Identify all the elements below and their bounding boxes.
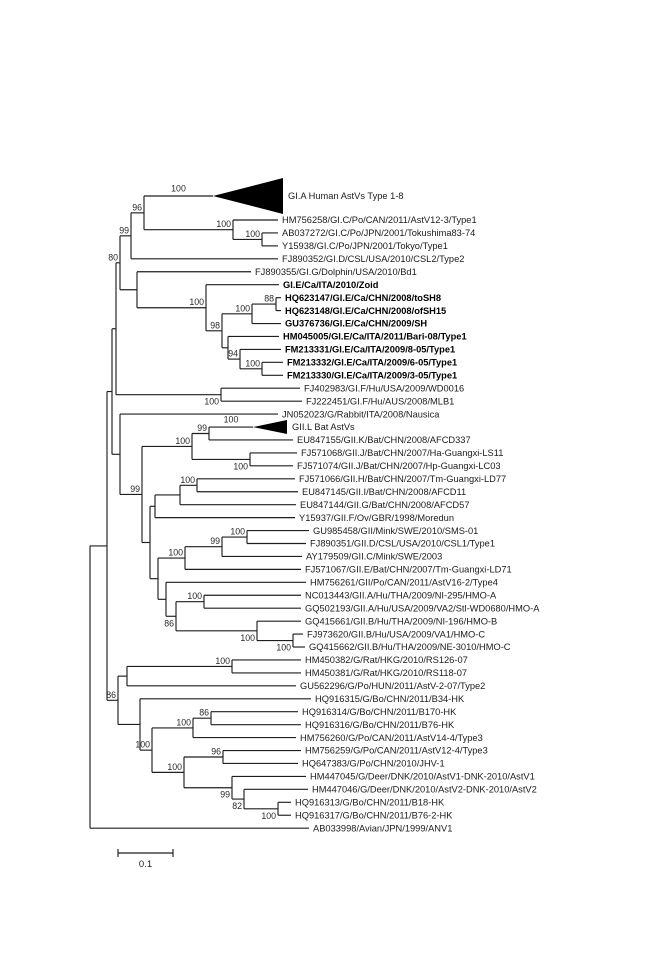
bootstrap-value: 88 (264, 294, 274, 304)
bootstrap-value: 100 (233, 461, 248, 471)
taxon-label: HQ916315/G/Bo/CHN/2011/B34-HK (315, 694, 465, 704)
taxon-label: HQ916314/G/Bo/CHN/2011/B170-HK (302, 707, 457, 717)
taxon-label: GU985458/GII/Mink/SWE/2010/SMS-01 (313, 526, 478, 536)
bootstrap-value: 80 (108, 252, 118, 262)
taxon-label: JN052023/G/Rabbit/ITA/2008/Nausica (282, 409, 440, 419)
taxon-label: FJ890355/GI.G/Dolphin/USA/2010/Bd1 (255, 267, 417, 277)
bootstrap-value: 100 (215, 656, 230, 666)
taxon-label: GI.A Human AstVs Type 1-8 (288, 191, 404, 201)
taxon-label: GU376736/GI.E/Ca/CHN/2009/SH (285, 319, 427, 329)
bootstrap-value: 99 (220, 790, 230, 800)
taxon-label: AY179509/GII.C/Mink/SWE/2003 (306, 552, 442, 562)
bootstrap-value: 98 (210, 320, 220, 330)
taxon-label: AB037272/GI.C/Po/JPN/2001/Tokushima83-74 (282, 228, 475, 238)
bootstrap-value: 100 (204, 397, 219, 407)
taxon-label: HQ647383/G/Po/CHN/2010/JHV-1 (302, 759, 445, 769)
taxon-label: HM756259/G/Po/CAN/2011/AstV12-4/Type3 (305, 746, 488, 756)
bootstrap-value: 100 (176, 717, 191, 727)
bootstrap-value: 100 (261, 811, 276, 821)
bootstrap-value: 100 (240, 633, 255, 643)
taxon-label: AB033998/Avian/JPN/1999/ANV1 (313, 823, 452, 833)
taxon-label: HM450381/G/Rat/HKG/2010/RS118-07 (305, 668, 467, 678)
taxon-label: FJ890352/GI.D/CSL/USA/2010/CSL2/Type2 (282, 254, 464, 264)
taxon-label: FJ571074/GII.J/Bat/CHN/2007/Hp-Guangxi-L… (297, 461, 501, 471)
bootstrap-value: 86 (106, 690, 116, 700)
bootstrap-value: 100 (180, 475, 195, 485)
taxon-label: GQ502193/GII.A/Hu/USA/2009/VA2/Stl-WD068… (305, 603, 540, 613)
bootstrap-value: 99 (210, 536, 220, 546)
taxon-label: FJ571067/GII.E/Bat/CHN/2007/Tm-Guangxi-L… (305, 565, 512, 575)
bootstrap-value: 94 (228, 349, 238, 359)
bootstrap-value: 96 (132, 202, 142, 212)
taxon-label: FM213332/GI.E/Ca/ITA/2009/6-05/Type1 (287, 358, 457, 368)
taxon-label: HM756260/G/Po/CAN/2011/AstV14-4/Type3 (300, 733, 483, 743)
taxon-label: HQ916317/G/Bo/CHN/2011/B76-2-HK (295, 810, 453, 820)
taxon-label: HQ916316/G/Bo/CHN/2011/B76-HK (305, 720, 455, 730)
collapsed-clade-triangle (253, 420, 287, 435)
taxon-label: EU847145/GII.I/Bat/CHN/2008/AFCD11 (302, 487, 466, 497)
taxon-label: NC013443/GII.A/Hu/THA/2009/NI-295/HMO-A (305, 590, 497, 600)
bootstrap-value: 100 (216, 219, 231, 229)
bootstrap-value: 100 (230, 527, 245, 537)
bootstrap-value: 99 (130, 484, 140, 494)
bootstrap-value: 100 (167, 762, 182, 772)
taxon-label: GU562296/G/Po/HUN/2011/AstV-2-07/Type2 (300, 681, 485, 691)
bootstrap-value: 100 (224, 415, 239, 425)
bootstrap-value: 100 (235, 303, 250, 313)
bootstrap-value: 100 (187, 591, 202, 601)
taxon-label: HQ623147/GI.E/Ca/CHN/2008/toSH8 (285, 293, 441, 303)
taxon-label: FM213330/GI.E/Ca/ITA/2009/3-05/Type1 (287, 370, 457, 380)
taxon-label: EU847144/GII.G/Bat/CHN/2008/AFCD57 (300, 500, 470, 510)
taxon-label: HM756258/GI.C/Po/CAN/2011/AstV12-3/Type1 (282, 215, 477, 225)
taxon-label: FJ890351/GII.D/CSL/USA/2010/CSL1/Type1 (310, 539, 495, 549)
bootstrap-value: 100 (276, 643, 291, 653)
taxon-label: FM213331/GI.E/Ca/ITA/2009/8-05/Type1 (285, 345, 455, 355)
bootstrap-value: 96 (211, 747, 221, 757)
taxon-label: HM045005/GI.E/Ca/ITA/2011/Bari-08/Type1 (283, 332, 467, 342)
taxon-label: GQ415661/GII.B/Hu/THA/2009/NI-196/HMO-B (305, 616, 497, 626)
taxon-label: HM756261/GII/Po/CAN/2011/AstV16-2/Type4 (310, 578, 498, 588)
taxon-label: FJ571068/GII.J/Bat/CHN/2007/Ha-Guangxi-L… (301, 448, 503, 458)
taxon-label: HM447046/G/Deer/DNK/2010/AstV2-DNK-2010/… (312, 785, 537, 795)
bootstrap-value: 100 (168, 548, 183, 558)
taxon-label: GI.E/Ca/ITA/2010/Zoid (283, 280, 379, 290)
taxon-label: GII.L Bat AstVs (292, 422, 355, 432)
taxon-label: HM447045/G/Deer/DNK/2010/AstV1-DNK-2010/… (310, 772, 535, 782)
taxon-label: FJ973620/GII.B/Hu/USA/2009/VA1/HMO-C (307, 629, 485, 639)
scale-bar-label: 0.1 (139, 859, 152, 870)
taxon-label: HM450382/G/Rat/HKG/2010/RS126-07 (305, 655, 468, 665)
bootstrap-value: 100 (245, 358, 260, 368)
bootstrap-value: 99 (197, 423, 207, 433)
taxon-label: Y15938/GI.C/Po/JPN/2001/Tokyo/Type1 (282, 241, 448, 251)
taxon-label: HQ623148/GI.E/Ca/CHN/2008/ofSH15 (285, 306, 446, 316)
collapsed-clade-triangle (213, 178, 283, 214)
taxon-label: Y15937/GII.F/Ov/GBR/1998/Moredun (299, 513, 454, 523)
bootstrap-value: 100 (245, 229, 260, 239)
bootstrap-value: 100 (175, 436, 190, 446)
bootstrap-value: 100 (171, 184, 186, 194)
taxon-label: EU847155/GII.K/Bat/CHN/2008/AFCD337 (297, 435, 471, 445)
bootstrap-value: 86 (164, 618, 174, 628)
taxon-label: FJ222451/GI.F/Hu/AUS/2008/MLB1 (306, 396, 454, 406)
bootstrap-value: 86 (199, 708, 209, 718)
bootstrap-value: 82 (232, 801, 242, 811)
taxon-label: FJ571066/GII.H/Bat/CHN/2007/Tm-Guangxi-L… (299, 474, 506, 484)
taxon-label: FJ402983/GI.F/Hu/USA/2009/WD0016 (304, 383, 464, 393)
bootstrap-value: 100 (189, 297, 204, 307)
taxon-label: GQ415662/GII.B/Hu/THA/2009/NE-3010/HMO-C (309, 642, 511, 652)
bootstrap-value: 99 (119, 225, 129, 235)
taxon-label: HQ916313/G/Bo/CHN/2011/B18-HK (295, 798, 445, 808)
bootstrap-value: 100 (135, 740, 150, 750)
